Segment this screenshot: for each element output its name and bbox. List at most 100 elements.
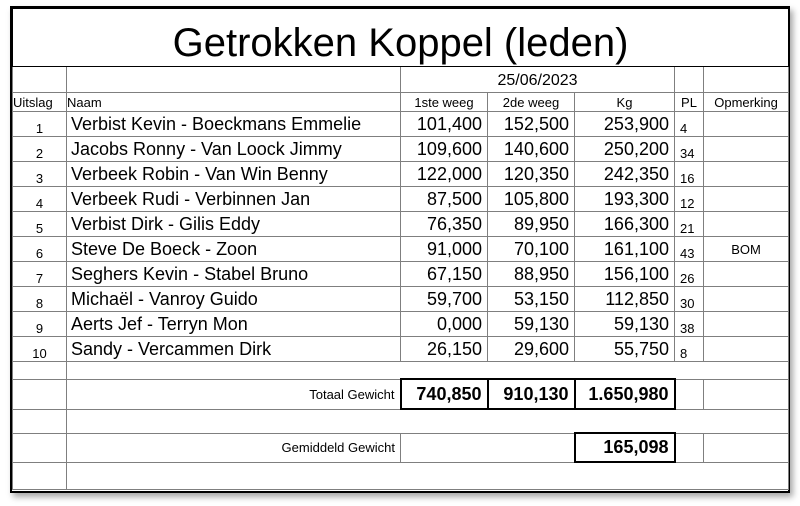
pair-name-cell[interactable]: Seghers Kevin - Stabel Bruno	[66, 261, 401, 287]
weigh1-cell[interactable]: 87,500	[400, 186, 488, 212]
result-rank-cell[interactable]: 8	[12, 286, 67, 312]
kg-cell[interactable]: 250,200	[574, 136, 675, 162]
weigh2-cell[interactable]: 59,130	[487, 311, 575, 337]
average-weight-label[interactable]: Gemiddeld Gewicht	[66, 432, 401, 463]
pl-cell[interactable]: 16	[674, 161, 704, 187]
pl-cell[interactable]: 30	[674, 286, 704, 312]
weigh1-cell[interactable]: 122,000	[400, 161, 488, 187]
weigh2-cell[interactable]: 88,950	[487, 261, 575, 287]
weigh1-cell[interactable]: 101,400	[400, 111, 488, 137]
empty-cell[interactable]	[674, 378, 704, 410]
pair-name-cell[interactable]: Aerts Jef - Terryn Mon	[66, 311, 401, 337]
remark-cell[interactable]: BOM	[702, 236, 790, 262]
kg-cell[interactable]: 55,750	[574, 336, 675, 362]
empty-cell[interactable]	[674, 408, 704, 434]
empty-cell[interactable]	[400, 461, 488, 490]
total-weigh1-cell[interactable]: 740,850	[399, 378, 489, 410]
remark-cell[interactable]	[702, 186, 790, 212]
pair-name-cell[interactable]: Sandy - Vercammen Dirk	[66, 336, 401, 362]
empty-cell[interactable]	[487, 361, 575, 380]
weigh2-cell[interactable]: 105,800	[487, 186, 575, 212]
kg-cell[interactable]: 253,900	[574, 111, 675, 137]
date-cell[interactable]: 25/06/2023	[400, 66, 675, 93]
total-weight-label[interactable]: Totaal Gewicht	[66, 378, 401, 410]
result-rank-cell[interactable]: 6	[12, 236, 67, 262]
pl-cell[interactable]: 43	[674, 236, 704, 262]
result-rank-cell[interactable]: 9	[12, 311, 67, 337]
pl-cell[interactable]: 21	[674, 211, 704, 237]
result-rank-cell[interactable]: 4	[12, 186, 67, 212]
remark-cell[interactable]	[702, 336, 790, 362]
pair-name-cell[interactable]: Steve De Boeck - Zoon	[66, 236, 401, 262]
empty-cell[interactable]	[12, 66, 67, 93]
weigh2-cell[interactable]: 89,950	[487, 211, 575, 237]
kg-cell[interactable]: 59,130	[574, 311, 675, 337]
empty-cell[interactable]	[400, 361, 488, 380]
empty-cell[interactable]	[66, 461, 401, 490]
result-rank-cell[interactable]: 7	[12, 261, 67, 287]
kg-cell[interactable]: 112,850	[574, 286, 675, 312]
empty-cell[interactable]	[702, 66, 790, 93]
empty-cell[interactable]	[487, 461, 575, 490]
kg-cell[interactable]: 166,300	[574, 211, 675, 237]
weigh1-cell[interactable]: 109,600	[400, 136, 488, 162]
empty-cell[interactable]	[66, 66, 401, 93]
pair-name-cell[interactable]: Verbist Kevin - Boeckmans Emmelie	[66, 111, 401, 137]
empty-cell[interactable]	[674, 361, 704, 380]
remark-cell[interactable]	[702, 311, 790, 337]
pl-cell[interactable]: 4	[674, 111, 704, 137]
pair-name-cell[interactable]: Verbeek Robin - Van Win Benny	[66, 161, 401, 187]
result-rank-cell[interactable]: 5	[12, 211, 67, 237]
pl-cell[interactable]: 12	[674, 186, 704, 212]
weigh2-cell[interactable]: 53,150	[487, 286, 575, 312]
empty-cell[interactable]	[12, 432, 67, 463]
empty-cell[interactable]	[702, 361, 790, 380]
pair-name-cell[interactable]: Jacobs Ronny - Van Loock Jimmy	[66, 136, 401, 162]
empty-cell[interactable]	[487, 432, 575, 463]
empty-cell[interactable]	[674, 461, 704, 490]
empty-cell[interactable]	[400, 432, 488, 463]
empty-cell[interactable]	[66, 408, 401, 434]
empty-cell[interactable]	[66, 361, 401, 380]
empty-cell[interactable]	[702, 408, 790, 434]
empty-cell[interactable]	[574, 461, 675, 490]
pair-name-cell[interactable]: Michaël - Vanroy Guido	[66, 286, 401, 312]
weigh2-cell[interactable]: 29,600	[487, 336, 575, 362]
pair-name-cell[interactable]: Verbist Dirk - Gilis Eddy	[66, 211, 401, 237]
empty-cell[interactable]	[12, 361, 67, 380]
kg-cell[interactable]: 242,350	[574, 161, 675, 187]
total-weigh2-cell[interactable]: 910,130	[486, 378, 576, 410]
weigh1-cell[interactable]: 76,350	[400, 211, 488, 237]
pl-cell[interactable]: 38	[674, 311, 704, 337]
empty-cell[interactable]	[12, 378, 67, 410]
weigh2-cell[interactable]: 120,350	[487, 161, 575, 187]
weigh1-cell[interactable]: 26,150	[400, 336, 488, 362]
weigh2-cell[interactable]: 70,100	[487, 236, 575, 262]
result-rank-cell[interactable]: 3	[12, 161, 67, 187]
empty-cell[interactable]	[12, 461, 67, 490]
kg-cell[interactable]: 161,100	[574, 236, 675, 262]
remark-cell[interactable]	[702, 286, 790, 312]
empty-cell[interactable]	[574, 361, 675, 380]
empty-cell[interactable]	[674, 66, 704, 93]
kg-cell[interactable]: 193,300	[574, 186, 675, 212]
remark-cell[interactable]	[702, 161, 790, 187]
empty-cell[interactable]	[487, 408, 575, 434]
empty-cell[interactable]	[702, 461, 790, 490]
pl-cell[interactable]: 8	[674, 336, 704, 362]
empty-cell[interactable]	[702, 378, 790, 410]
result-rank-cell[interactable]: 2	[12, 136, 67, 162]
empty-cell[interactable]	[674, 432, 704, 463]
weigh1-cell[interactable]: 0,000	[400, 311, 488, 337]
empty-cell[interactable]	[12, 408, 67, 434]
result-rank-cell[interactable]: 1	[12, 111, 67, 137]
remark-cell[interactable]	[702, 261, 790, 287]
remark-cell[interactable]	[702, 211, 790, 237]
average-kg-cell[interactable]: 165,098	[573, 432, 676, 463]
total-kg-cell[interactable]: 1.650,980	[573, 378, 676, 410]
empty-cell[interactable]	[702, 432, 790, 463]
pl-cell[interactable]: 26	[674, 261, 704, 287]
pl-cell[interactable]: 34	[674, 136, 704, 162]
weigh2-cell[interactable]: 140,600	[487, 136, 575, 162]
weigh2-cell[interactable]: 152,500	[487, 111, 575, 137]
